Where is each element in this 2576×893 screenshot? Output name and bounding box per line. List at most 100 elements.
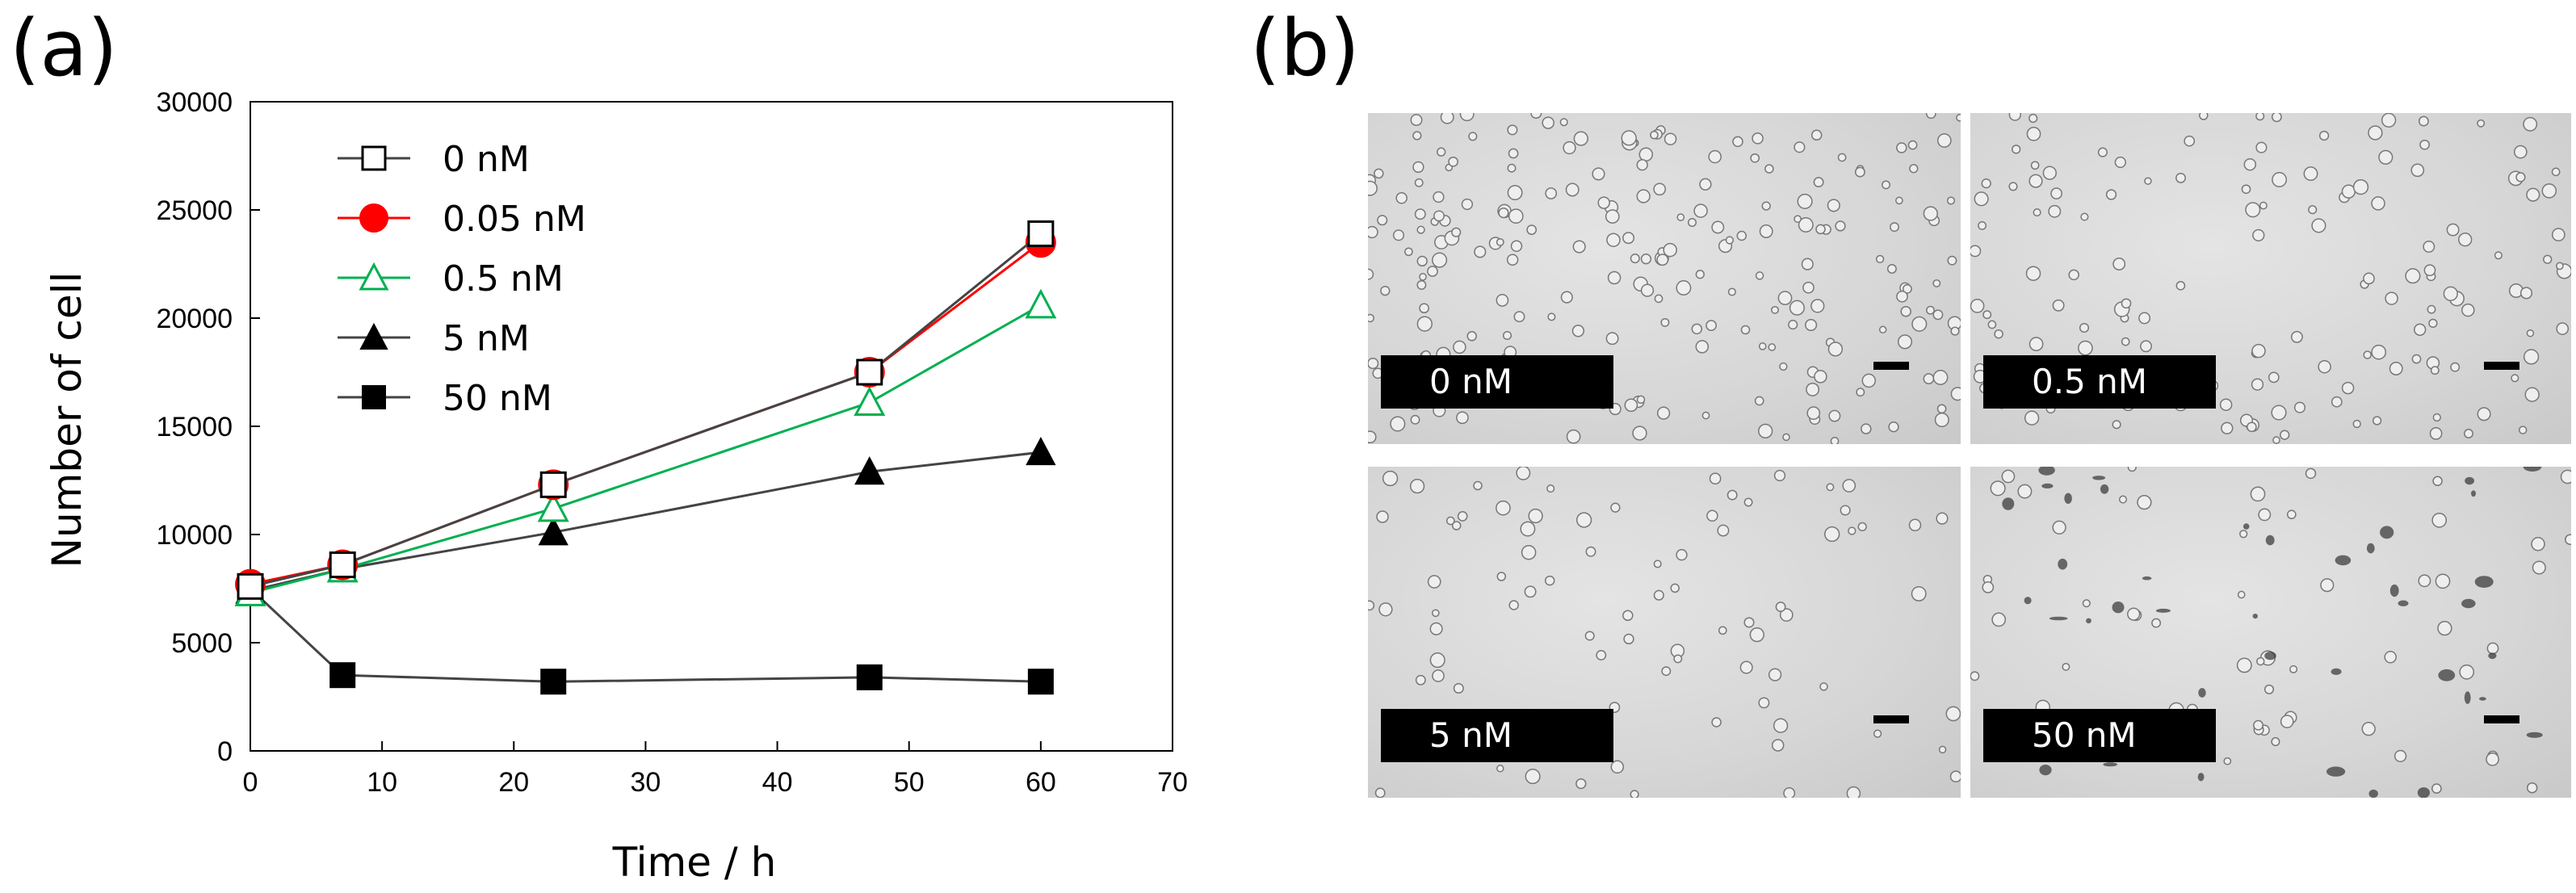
cell bbox=[2361, 722, 2376, 736]
cell bbox=[2477, 119, 2486, 128]
cell bbox=[2464, 429, 2473, 438]
cell bbox=[1794, 215, 1802, 224]
cell bbox=[2251, 343, 2266, 358]
cell bbox=[2458, 233, 2473, 247]
cell bbox=[1827, 342, 1844, 357]
cell bbox=[2138, 312, 2151, 325]
cell bbox=[1764, 164, 1774, 174]
cell bbox=[2082, 599, 2091, 608]
cell bbox=[2241, 184, 2251, 195]
cell bbox=[2410, 163, 2425, 178]
cell bbox=[2524, 387, 2540, 402]
cell bbox=[2423, 264, 2436, 277]
cell bbox=[1861, 423, 1872, 434]
cell bbox=[1653, 589, 1664, 601]
marker-triangle-filled bbox=[1026, 437, 1056, 466]
cell bbox=[2352, 178, 2369, 195]
cell bbox=[1610, 760, 1625, 774]
cell bbox=[1691, 323, 1703, 335]
cell bbox=[1743, 497, 1753, 507]
cell bbox=[1828, 409, 1841, 422]
cell bbox=[1717, 524, 1730, 537]
cell bbox=[2437, 620, 2452, 636]
cell bbox=[2259, 201, 2268, 210]
series-5-nM bbox=[235, 437, 1056, 604]
legend-label: 50 nM bbox=[443, 378, 552, 419]
cell bbox=[2253, 719, 2263, 731]
cell bbox=[2371, 344, 2387, 360]
cell bbox=[1378, 602, 1393, 617]
y-tick-label: 5000 bbox=[171, 628, 233, 659]
dead-cell bbox=[2465, 476, 2474, 485]
cell bbox=[1498, 207, 1509, 219]
panel-a-label: (a) bbox=[10, 3, 118, 94]
micrograph-0-5nm: 0.5 nM bbox=[1970, 113, 2571, 444]
cell bbox=[1663, 132, 1677, 145]
dead-cell bbox=[2523, 467, 2542, 472]
cell bbox=[1771, 739, 1785, 752]
cell bbox=[1837, 153, 1847, 162]
x-tick-label: 0 bbox=[243, 767, 258, 798]
cell bbox=[2255, 141, 2268, 153]
cell bbox=[1510, 240, 1523, 253]
cell bbox=[1496, 294, 1509, 307]
cell bbox=[1673, 654, 1683, 664]
cell bbox=[1797, 193, 1813, 209]
dead-cell bbox=[2112, 602, 2125, 614]
cell bbox=[2237, 590, 2246, 599]
marker-square-filled bbox=[1027, 669, 1054, 695]
cell bbox=[1732, 136, 1743, 148]
cell bbox=[1932, 370, 1949, 385]
cell bbox=[1695, 270, 1705, 279]
y-axis-title: Number of cell bbox=[44, 272, 90, 568]
cell bbox=[2430, 366, 2440, 375]
y-tick-label: 30000 bbox=[156, 87, 233, 118]
cell bbox=[2371, 196, 2385, 211]
cell bbox=[1711, 220, 1725, 234]
cell bbox=[2033, 208, 2041, 217]
cell bbox=[2252, 228, 2265, 242]
dead-cell bbox=[2155, 608, 2171, 613]
cell bbox=[1857, 522, 1867, 532]
cell bbox=[2243, 157, 2257, 171]
cell bbox=[1743, 617, 1755, 628]
cell bbox=[1826, 483, 1835, 492]
cell bbox=[1377, 215, 1388, 226]
y-tick-label: 15000 bbox=[156, 412, 233, 442]
cell bbox=[2526, 782, 2538, 794]
cell bbox=[1632, 426, 1647, 441]
cell bbox=[1502, 330, 1512, 341]
cell bbox=[1897, 334, 1913, 350]
cell bbox=[1810, 299, 1825, 313]
cell bbox=[2532, 560, 2546, 575]
cell bbox=[1907, 140, 1918, 150]
legend-entry: 0.05 nM bbox=[338, 199, 586, 240]
legend-entry: 0.5 nM bbox=[338, 258, 564, 300]
cell bbox=[2486, 753, 2499, 766]
dead-cell bbox=[2471, 490, 2476, 497]
cell bbox=[1610, 502, 1621, 513]
cell bbox=[1848, 526, 1856, 535]
cell bbox=[1982, 310, 1992, 320]
cell bbox=[1622, 610, 1634, 622]
cell bbox=[2024, 410, 2040, 426]
cell bbox=[2290, 330, 2303, 343]
cell bbox=[1380, 285, 1391, 296]
cell bbox=[2219, 398, 2233, 411]
cell bbox=[2414, 323, 2427, 336]
marker-triangle-filled bbox=[359, 322, 388, 350]
cell bbox=[1571, 325, 1585, 337]
x-tick-label: 10 bbox=[367, 767, 397, 798]
dead-cell bbox=[2438, 669, 2456, 681]
dead-cell bbox=[2038, 467, 2055, 476]
cell bbox=[1695, 340, 1710, 354]
cell bbox=[1392, 229, 1405, 241]
cell bbox=[2519, 287, 2533, 300]
cell bbox=[1457, 511, 1468, 522]
scale-bar bbox=[1873, 362, 1909, 370]
cell bbox=[1433, 210, 1445, 222]
cell bbox=[1736, 230, 1747, 241]
cell bbox=[2097, 147, 2108, 157]
cell bbox=[2531, 537, 2545, 551]
cell bbox=[1936, 404, 1947, 414]
